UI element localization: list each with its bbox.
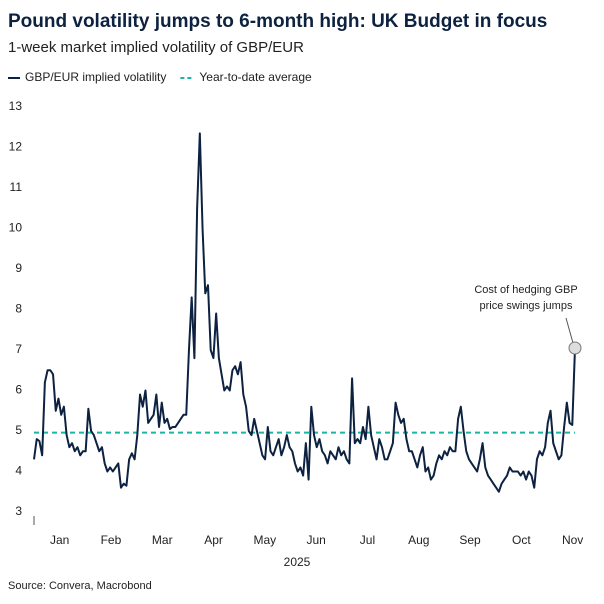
x-tick-label: Sep <box>459 533 481 547</box>
x-tick-label: Jun <box>306 533 325 547</box>
y-tick-label: 11 <box>10 180 23 194</box>
y-tick-label: 13 <box>9 99 23 113</box>
x-tick-label: Mar <box>152 533 173 547</box>
source: Source: Convera, Macrobond <box>8 580 152 592</box>
y-tick-label: 4 <box>15 464 22 478</box>
y-tick-label: 5 <box>15 423 22 437</box>
annotation: Cost of hedging GBP <box>474 284 577 296</box>
y-tick-label: 10 <box>9 221 23 235</box>
x-axis-label: 2025 <box>284 555 311 569</box>
x-tick-label: Aug <box>408 533 429 547</box>
y-tick-label: 9 <box>15 261 22 275</box>
legend-label: Year-to-date average <box>199 70 312 84</box>
series-line <box>33 132 576 493</box>
y-tick-label: 3 <box>15 504 22 518</box>
legend-label: GBP/EUR implied volatility <box>25 70 166 84</box>
annotation-leader <box>565 317 574 344</box>
x-tick-label: Jan <box>50 533 69 547</box>
chart-title: Pound volatility jumps to 6-month high: … <box>8 11 547 32</box>
x-tick-label: Feb <box>101 533 122 547</box>
y-tick-label: 7 <box>15 342 22 356</box>
x-tick-label: Nov <box>562 533 583 547</box>
x-tick-label: Oct <box>512 533 531 547</box>
y-tick-label: 6 <box>15 383 22 397</box>
chart-subtitle: 1-week market implied volatility of GBP/… <box>8 39 304 56</box>
annotation: price swings jumps <box>480 300 573 312</box>
y-tick-label: 8 <box>15 302 22 316</box>
x-tick-label: Apr <box>204 533 223 547</box>
end-point <box>568 341 582 355</box>
x-tick-label: May <box>254 533 277 547</box>
y-tick-label: 12 <box>9 140 23 154</box>
x-tick-label: Jul <box>360 533 375 547</box>
